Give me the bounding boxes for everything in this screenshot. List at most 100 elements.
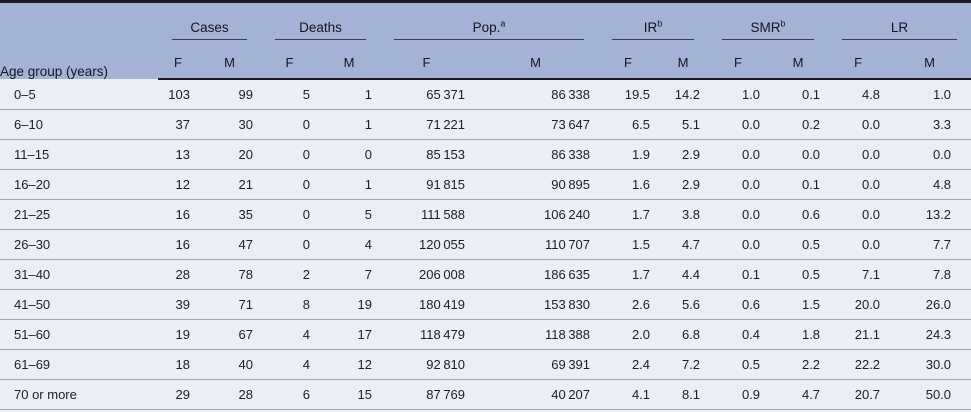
table-row: 11–15 13 20 0 0 85 153 86 338 1.9 2.9 0.0 0.0 0.0 0.… [0,139,971,170]
cell-smr-f: 0.0 [708,109,769,140]
subheader-ir-f: F [598,40,659,80]
cell-pop-m: 106 240 [473,199,599,230]
cell-lr-f: 21.1 [828,319,889,350]
cell-age-group: 70 or more [0,379,158,410]
cell-lr-f: 20.0 [828,289,889,320]
table-row: 21–25 16 35 0 5 111 588 106 240 1.7 3.8 0.0 0.6 0.0… [0,199,971,230]
cell-deaths-f: 4 [261,349,319,380]
cell-pop-m: 118 388 [473,319,599,350]
subheader-pop-f: F [380,40,474,80]
cell-lr-f: 22.2 [828,349,889,380]
cell-deaths-m: 17 [318,319,381,350]
cell-ir-f: 2.6 [598,289,659,320]
subheader-deaths-m: M [318,40,381,80]
cell-pop-f: 111 588 [380,199,474,230]
spanner-rule [394,39,585,40]
cell-lr-f: 0.0 [828,139,889,170]
group-label: Pop. [472,20,501,35]
cell-cases-f: 39 [158,289,198,320]
subheader-ir-m: M [658,40,709,80]
cell-deaths-f: 0 [261,109,319,140]
cell-pop-f: 92 810 [380,349,474,380]
cell-cases-f: 29 [158,379,198,410]
cell-age-group: 16–20 [0,169,158,200]
cell-cases-f: 13 [158,139,198,170]
cell-deaths-f: 6 [261,379,319,410]
cell-ir-f: 1.5 [598,229,659,260]
spanner-rule [722,39,815,40]
cell-cases-f: 19 [158,319,198,350]
age-group-header-label: Age group (years) [0,64,109,79]
table-row: 51–60 19 67 4 17 118 479 118 388 2.0 6.8 0.4 1.8 21… [0,319,971,350]
cell-cases-m: 20 [198,139,262,170]
table-row: 26–30 16 47 0 4 120 055 110 707 1.5 4.7 0.0 0.5 0.0… [0,229,971,260]
cell-ir-m: 6.8 [658,319,709,350]
cell-smr-m: 0.1 [768,79,829,110]
cell-lr-m: 0.0 [888,139,971,170]
subheader-deaths-f: F [261,40,319,80]
cell-pop-f: 120 055 [380,229,474,260]
cell-smr-m: 0.5 [768,229,829,260]
cell-smr-m: 4.7 [768,379,829,410]
cell-ir-f: 19.5 [598,79,659,110]
cell-deaths-m: 15 [318,379,381,410]
group-label: IR [643,20,658,35]
subheader-lr-f: F [828,40,889,80]
cell-pop-m: 86 338 [473,139,599,170]
cell-age-group: 51–60 [0,319,158,350]
cell-smr-f: 0.1 [708,259,769,290]
cell-ir-f: 2.4 [598,349,659,380]
cell-lr-m: 3.3 [888,109,971,140]
cell-deaths-f: 2 [261,259,319,290]
cell-cases-m: 40 [198,349,262,380]
cell-smr-f: 0.9 [708,379,769,410]
cell-lr-f: 20.7 [828,379,889,410]
cell-smr-f: 0.0 [708,229,769,260]
cell-cases-f: 16 [158,229,198,260]
subheader-cases-f: F [158,40,198,80]
cell-lr-f: 0.0 [828,229,889,260]
table-body: 0–5 103 99 5 1 65 371 86 338 19.5 14.2 1.0 0.1 4.8 1… [0,79,971,412]
table-row: 6–10 37 30 0 1 71 221 73 647 6.5 5.1 0.0 0.2 0.0 3.3 [0,109,971,140]
cell-pop-f: 180 419 [380,289,474,320]
cell-lr-m: 7.7 [888,229,971,260]
cell-deaths-m: 19 [318,289,381,320]
cell-cases-m: 35 [198,199,262,230]
subheader-smr-f: F [708,40,769,80]
spanner-rule [275,39,367,40]
cell-deaths-f: 0 [261,139,319,170]
table-row: 16–20 12 21 0 1 91 815 90 895 1.6 2.9 0.0 0.1 0.0 4.… [0,169,971,200]
cell-pop-m: 153 830 [473,289,599,320]
cell-ir-f: 1.9 [598,139,659,170]
cell-ir-m: 5.6 [658,289,709,320]
table-header: Age group (years) Cases Deaths Pop.a IRb… [0,1,971,80]
cell-smr-f: 0.0 [708,169,769,200]
cell-age-group: 21–25 [0,199,158,230]
subheader-cases-m: M [198,40,262,80]
cell-deaths-f: 0 [261,169,319,200]
cell-pop-f: 87 769 [380,379,474,410]
subheader-lr-m: M [888,40,971,80]
cell-cases-m: 67 [198,319,262,350]
cell-cases-f: 18 [158,349,198,380]
cell-ir-m: 4.7 [658,229,709,260]
cell-deaths-f: 4 [261,319,319,350]
cell-cases-m: 71 [198,289,262,320]
cell-ir-m: 3.8 [658,199,709,230]
cell-pop-m: 73 647 [473,109,599,140]
cell-smr-m: 0.2 [768,109,829,140]
spanner-rule [612,39,695,40]
cell-pop-m: 40 207 [473,379,599,410]
cell-lr-m: 50.0 [888,379,971,410]
cell-ir-m: 2.9 [658,139,709,170]
group-header-population: Pop.a [380,1,599,40]
cell-cases-f: 16 [158,199,198,230]
group-label: Cases [190,20,229,35]
cell-lr-m: 1.0 [888,79,971,110]
cell-ir-f: 2.0 [598,319,659,350]
cell-smr-m: 2.2 [768,349,829,380]
cell-deaths-m: 1 [318,169,381,200]
cell-deaths-m: 7 [318,259,381,290]
cell-pop-f: 65 371 [380,79,474,110]
